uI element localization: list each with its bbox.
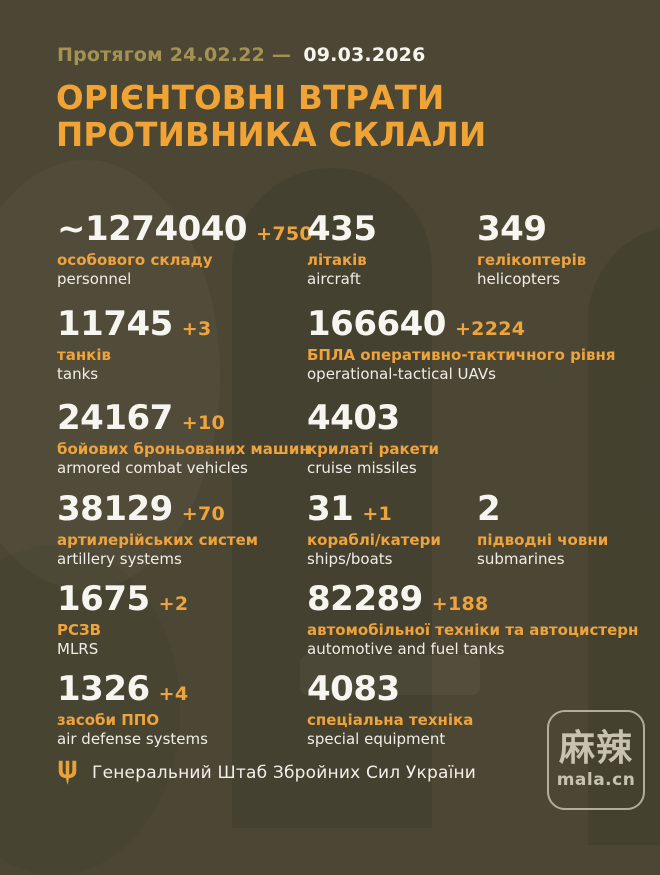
- stat-label-ua: кораблі/катери: [307, 531, 441, 550]
- page-title-line1: ОРІЄНТОВНІ ВТРАТИ: [56, 79, 445, 117]
- stat-artillery-systems: 38129 +70 артилерійських систем artillery…: [57, 490, 258, 569]
- stat-label-en: helicopters: [477, 269, 561, 288]
- stat-delta: +2: [158, 593, 189, 615]
- stat-label-en: personnel: [57, 269, 132, 288]
- stat-aircraft: 435 літаків aircraft: [307, 210, 385, 289]
- stat-label-ua: автомобільної техніки та автоцистерн: [307, 621, 639, 640]
- stat-personnel: ~1274040 +750 особового складу personnel: [57, 210, 313, 289]
- stat-label-ua: спеціальна техніка: [307, 711, 474, 730]
- watermark-cjk-text: 麻辣: [558, 727, 633, 769]
- stat-value: 31: [307, 489, 354, 529]
- stat-value: 82289: [307, 579, 423, 619]
- stat-value: 1675: [57, 579, 150, 619]
- stat-uavs: 166640 +2224 БПЛА оперативно-тактичного р…: [307, 305, 615, 384]
- stat-mlrs: 1675 +2 РСЗВ MLRS: [57, 580, 188, 659]
- stat-delta: +750: [256, 223, 313, 245]
- stat-value: 4083: [307, 669, 400, 709]
- stat-air-defense: 1326 +4 засоби ППО air defense systems: [57, 670, 208, 749]
- stat-helicopters: 349 гелікоптерів helicopters: [477, 210, 586, 289]
- stat-label-ua: гелікоптерів: [477, 251, 587, 270]
- stat-value: 24167: [57, 398, 173, 438]
- tryzub-icon: [58, 760, 77, 785]
- stat-value: 38129: [57, 489, 173, 529]
- stat-label-en: ships/boats: [307, 549, 393, 568]
- stat-label-en: armored combat vehicles: [57, 458, 248, 477]
- stat-label-en: operational-tactical UAVs: [307, 364, 496, 383]
- stat-cruise-missiles: 4403 крилаті ракети cruise missiles: [307, 399, 439, 478]
- source-attribution: Генеральний Штаб Збройних Сил України: [57, 760, 476, 786]
- date-range: Протягом 24.02.22 — 09.03.2026: [57, 44, 426, 66]
- stat-delta: +3: [181, 318, 212, 340]
- stat-label-en: MLRS: [57, 639, 99, 658]
- date-current: 09.03.2026: [303, 44, 426, 66]
- stat-label-en: submarines: [477, 549, 565, 568]
- stat-vehicles-fuel-tanks: 82289 +188 автомобільної техніки та автоц…: [307, 580, 638, 659]
- stat-label-ua: крилаті ракети: [307, 440, 440, 459]
- stat-value: 349: [477, 209, 547, 249]
- stat-submarines: 2 підводні човни submarines: [477, 490, 608, 569]
- stat-label-ua: РСЗВ: [57, 621, 102, 640]
- stat-delta: +188: [431, 593, 489, 615]
- stat-delta: +1: [362, 503, 393, 525]
- stat-delta: +4: [158, 683, 189, 705]
- stat-label-en: automotive and fuel tanks: [307, 639, 505, 658]
- watermark-latin-text: mala.cn: [556, 770, 636, 790]
- stat-tanks: 11745 +3 танків tanks: [57, 305, 212, 384]
- stat-label-ua: танків: [57, 346, 111, 365]
- watermark-mala: 麻辣 mala.cn: [547, 710, 645, 810]
- stat-value: 2: [477, 489, 501, 529]
- stat-label-ua: засоби ППО: [57, 711, 160, 730]
- stat-label-ua: бойових броньованих машин: [57, 440, 310, 459]
- stat-label-ua: підводні човни: [477, 531, 609, 550]
- source-text: Генеральний Штаб Збройних Сил України: [92, 763, 477, 783]
- stat-special-equipment: 4083 спеціальна техніка special equipmen…: [307, 670, 473, 749]
- stat-label-ua: БПЛА оперативно-тактичного рівня: [307, 346, 616, 365]
- stat-delta: +70: [181, 503, 226, 525]
- stat-value: 166640: [307, 304, 446, 344]
- stat-label-ua: літаків: [307, 251, 367, 270]
- stat-value: 1326: [57, 669, 150, 709]
- stat-value: 11745: [57, 304, 173, 344]
- stat-label-ua: особового складу: [57, 251, 213, 270]
- page-title: ОРІЄНТОВНІ ВТРАТИ ПРОТИВНИКА СКЛАЛИ: [56, 80, 616, 153]
- stat-value: 4403: [307, 398, 400, 438]
- stat-label-en: special equipment: [307, 729, 446, 748]
- stat-label-en: tanks: [57, 364, 99, 383]
- stat-label-en: air defense systems: [57, 729, 208, 748]
- stat-label-en: aircraft: [307, 269, 361, 288]
- stat-value: ~1274040: [57, 209, 248, 249]
- stat-delta: +10: [181, 412, 226, 434]
- date-range-prefix: Протягом 24.02.22 —: [57, 44, 292, 66]
- stat-value: 435: [307, 209, 377, 249]
- stat-label-ua: артилерійських систем: [57, 531, 258, 550]
- page-title-line2: ПРОТИВНИКА СКЛАЛИ: [56, 115, 487, 154]
- stat-label-en: artillery systems: [57, 549, 182, 568]
- stat-label-en: cruise missiles: [307, 458, 417, 477]
- stat-delta: +2224: [454, 318, 526, 340]
- stat-armored-vehicles: 24167 +10 бойових броньованих машин armor…: [57, 399, 310, 478]
- stat-ships-boats: 31 +1 кораблі/катери ships/boats: [307, 490, 441, 569]
